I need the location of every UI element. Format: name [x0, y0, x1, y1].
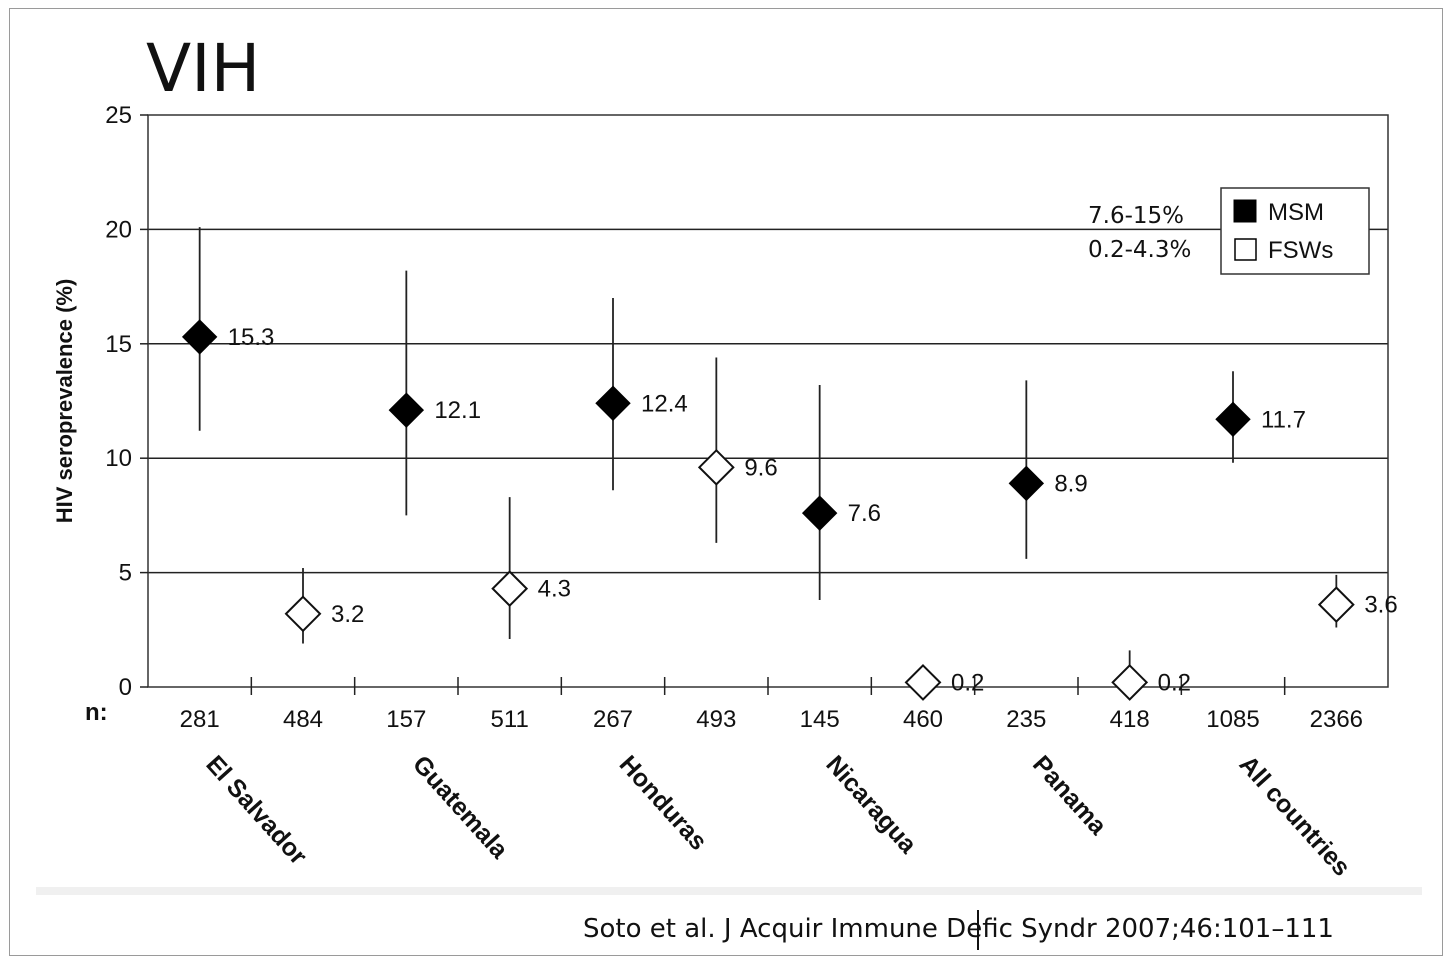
n-count-label: 267: [593, 706, 633, 733]
fsw-value-label: 0.2: [951, 669, 984, 696]
citation: Soto et al. J Acquir Immune Defic Syndr …: [583, 914, 1334, 944]
fsw-value-label: 9.6: [744, 454, 777, 481]
category-label: All countries: [1234, 750, 1356, 881]
msm-marker: [803, 496, 837, 530]
msm-value-label: 15.3: [228, 324, 275, 351]
n-count-label: 2366: [1310, 706, 1363, 733]
n-prefix-label: n:: [85, 699, 108, 726]
y-tick-label-25: 25: [105, 102, 132, 129]
msm-value-label: 7.6: [848, 500, 881, 527]
fsw-value-label: 3.2: [331, 601, 364, 628]
text-cursor: [977, 910, 979, 950]
msm-value-label: 11.7: [1261, 406, 1306, 433]
y-tick-label-5: 5: [119, 560, 132, 587]
n-count-label: 235: [1006, 706, 1046, 733]
fsw-marker: [286, 597, 320, 631]
msm-marker: [1009, 466, 1043, 500]
fsw-range-annotation: 0.2-4.3%: [1088, 237, 1191, 263]
legend-fsw-swatch: [1235, 239, 1256, 260]
n-labels: 281 157 267 145 235 1085 484 511 493 460 418 2366: [180, 706, 1363, 733]
n-count-label: 1085: [1206, 706, 1259, 733]
n-count-label: 157: [386, 706, 426, 733]
fsw-marker: [699, 450, 733, 484]
grid-layer: [148, 229, 1388, 572]
category-label: Honduras: [614, 750, 713, 855]
n-count-label: 511: [491, 706, 529, 733]
legend-msm-label: MSM: [1268, 199, 1324, 226]
msm-range-annotation: 7.6-15%: [1088, 203, 1184, 229]
category-label: Guatemala: [407, 750, 514, 865]
msm-marker: [1216, 402, 1250, 436]
legend: MSM FSWs: [1221, 188, 1369, 274]
n-count-label: 418: [1110, 706, 1150, 733]
n-count-label: 281: [180, 706, 220, 733]
msm-value-label: 8.9: [1054, 470, 1087, 497]
y-tick-label-0: 0: [119, 674, 132, 701]
msm-marker: [389, 393, 423, 427]
category-label: El Salvador: [200, 750, 312, 870]
fsw-value-label: 3.6: [1364, 592, 1397, 619]
msm-value-label: 12.4: [641, 390, 688, 417]
y-tick-label-10: 10: [105, 445, 132, 472]
n-count-label: 460: [903, 706, 943, 733]
data-markers: [183, 320, 1354, 699]
msm-value-label: 12.1: [434, 397, 481, 424]
legend-msm-swatch: [1234, 200, 1256, 222]
footer-divider: [36, 887, 1422, 895]
n-count-label: 493: [696, 706, 736, 733]
y-tick-label-20: 20: [105, 216, 132, 243]
legend-fsw-label: FSWs: [1268, 237, 1333, 264]
msm-marker: [596, 386, 630, 420]
category-labels: El Salvador Guatemala Honduras Nicaragua Pan…: [200, 750, 1355, 881]
category-label: Nicaragua: [820, 750, 922, 859]
n-count-label: 484: [283, 706, 323, 733]
category-label: Panama: [1027, 750, 1113, 841]
fsw-value-label: 4.3: [538, 576, 571, 603]
fsw-marker: [906, 665, 940, 699]
msm-marker: [183, 320, 217, 354]
fsw-marker: [1113, 665, 1147, 699]
fsw-value-label: 0.2: [1158, 669, 1191, 696]
fsw-marker: [493, 572, 527, 606]
y-axis-label: HIV seroprevalence (%): [52, 279, 77, 524]
fsw-marker: [1319, 588, 1353, 622]
y-tick-label-15: 15: [105, 331, 132, 358]
n-count-label: 145: [800, 706, 840, 733]
y-axis-ticks: 0 5 10 15 20 25: [105, 102, 148, 701]
